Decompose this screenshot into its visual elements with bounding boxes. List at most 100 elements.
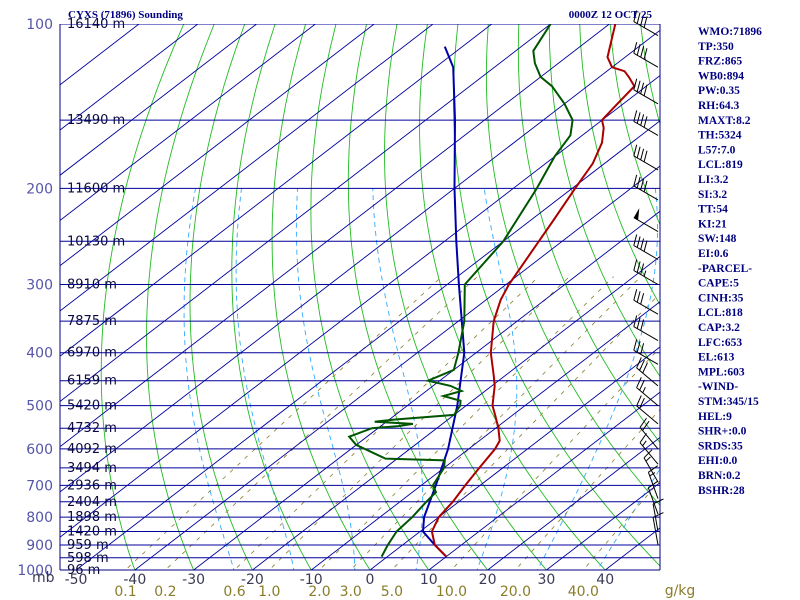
temperature-tick-label: -20 bbox=[241, 572, 264, 588]
height-label: 2936 m bbox=[67, 478, 117, 493]
sounding-index-item: LFC:653 bbox=[698, 337, 742, 349]
temperature-tick-label: -40 bbox=[123, 572, 146, 588]
wind-barb bbox=[636, 357, 659, 387]
sounding-index-item: TP:350 bbox=[698, 41, 734, 53]
isotherm bbox=[486, 436, 660, 570]
wind-barb bbox=[633, 42, 659, 68]
height-label: 5420 m bbox=[67, 399, 117, 414]
moist-adiabat bbox=[596, 468, 660, 570]
chart-datetime: 0000Z 12 OCT 25 bbox=[569, 9, 653, 21]
mixing-ratio-tick-label: 1.0 bbox=[258, 584, 280, 600]
sounding-index-item: MPL:603 bbox=[698, 366, 745, 378]
wind-barb bbox=[647, 480, 659, 515]
dewpoint-trace bbox=[347, 24, 574, 558]
temperature-tick-label: -10 bbox=[300, 572, 323, 588]
sounding-index-item: STM:345/15 bbox=[698, 396, 759, 408]
height-label: 1898 m bbox=[67, 510, 117, 525]
height-label: 4732 m bbox=[67, 421, 117, 436]
mixing-ratio-tick-label: 0.1 bbox=[114, 584, 136, 600]
sounding-index-item: CINH:35 bbox=[698, 292, 744, 304]
wind-barb bbox=[633, 110, 659, 136]
height-label: 7875 m bbox=[67, 314, 117, 329]
mixing-ratio-line bbox=[318, 276, 614, 570]
wind-barb bbox=[652, 512, 664, 546]
isotherm bbox=[60, 24, 199, 131]
sounding-index-item: SW:148 bbox=[698, 233, 737, 245]
sounding-index-item: EHI:0.0 bbox=[698, 455, 738, 467]
mixing-ratio-line bbox=[350, 276, 642, 570]
sounding-index-item: LCL:819 bbox=[698, 159, 743, 171]
temperature-trace bbox=[430, 24, 636, 558]
height-label: 96 m bbox=[67, 563, 100, 578]
wind-barb bbox=[633, 259, 659, 285]
wind-barb bbox=[633, 208, 659, 233]
profile-layer bbox=[347, 24, 636, 558]
mixing-ratio-tick-label: 40.0 bbox=[568, 584, 599, 600]
sounding-index-item: BSHR:28 bbox=[698, 485, 745, 497]
chart-title: CYXS (71896) Sounding bbox=[68, 9, 183, 21]
sounding-index-item: FRZ:865 bbox=[698, 56, 742, 68]
isotherm bbox=[60, 24, 611, 448]
sounding-index-item: KI:21 bbox=[698, 218, 727, 230]
height-label: 1420 m bbox=[67, 525, 117, 540]
wind-barb bbox=[633, 339, 659, 365]
dry-adiabat bbox=[485, 24, 660, 506]
isotherm bbox=[428, 391, 660, 570]
isotherm bbox=[192, 210, 660, 570]
mixing-ratio-tick-label: 3.0 bbox=[340, 584, 362, 600]
mixing-ratio-line bbox=[124, 276, 443, 570]
mixing-ratio-tick-label: 5.0 bbox=[381, 584, 403, 600]
sounding-index-item: MAXT:8.2 bbox=[698, 115, 751, 127]
isotherm bbox=[60, 29, 660, 493]
wind-barb bbox=[633, 78, 659, 105]
isotherm bbox=[310, 301, 660, 570]
height-label: 4092 m bbox=[67, 442, 117, 457]
sounding-index-item: SRDS:35 bbox=[698, 440, 743, 452]
mixing-ratio-line bbox=[514, 409, 660, 570]
height-label: 8910 m bbox=[67, 278, 117, 293]
pressure-tick-label: 500 bbox=[26, 399, 53, 415]
wind-barb bbox=[633, 174, 659, 201]
sounding-index-item: TH:5324 bbox=[698, 130, 742, 142]
isotherm bbox=[545, 482, 660, 570]
moist-adiabat bbox=[372, 188, 424, 570]
axes-layer bbox=[59, 24, 661, 571]
wind-barb bbox=[636, 377, 659, 406]
height-label: 2404 m bbox=[67, 495, 117, 510]
temperature-tick-label: 30 bbox=[537, 572, 555, 588]
mixing-ratio-line bbox=[233, 276, 540, 570]
sounding-index-item: LI:3.2 bbox=[698, 174, 729, 186]
pressure-tick-label: 900 bbox=[26, 538, 53, 554]
mixing-ratio-tick-label: 0.6 bbox=[223, 584, 245, 600]
height-label: 11600 m bbox=[67, 181, 125, 196]
dry-adiabat bbox=[384, 24, 547, 570]
wind-barb bbox=[633, 315, 659, 342]
pressure-tick-label: 1000 bbox=[17, 563, 53, 579]
sounding-index-item: WB0:894 bbox=[698, 70, 744, 82]
temperature-tick-label: -30 bbox=[182, 572, 205, 588]
sounding-index-item: BRN:0.2 bbox=[698, 470, 741, 482]
dry-adiabat bbox=[231, 24, 312, 570]
sounding-index-item: SI:3.2 bbox=[698, 189, 727, 201]
height-label: 6159 m bbox=[67, 374, 117, 389]
dry-adiabat bbox=[310, 24, 430, 570]
wind-barb bbox=[633, 10, 659, 37]
isotherm bbox=[60, 24, 317, 222]
sounding-index-item: EI:0.6 bbox=[698, 248, 729, 260]
pressure-tick-label: 300 bbox=[26, 278, 53, 294]
mixing-ratio-tick-label: 10.0 bbox=[436, 584, 467, 600]
pressure-tick-label: 800 bbox=[26, 510, 53, 526]
grid-layer bbox=[60, 24, 660, 570]
mixing-ratio-line bbox=[391, 293, 660, 570]
isotherm bbox=[60, 24, 434, 312]
dry-adiabat bbox=[100, 24, 185, 570]
sounding-index-item: -PARCEL- bbox=[698, 263, 752, 275]
indices-panel: WMO:71896 TP:350 FRZ:865 WB0:894 PW:0.35 RH:6… bbox=[698, 26, 762, 497]
temperature-tick-label: 10 bbox=[420, 572, 438, 588]
moist-adiabat bbox=[183, 188, 235, 570]
moist-adiabat bbox=[536, 188, 658, 570]
mixing-ratio-tick-label: 0.2 bbox=[154, 584, 176, 600]
